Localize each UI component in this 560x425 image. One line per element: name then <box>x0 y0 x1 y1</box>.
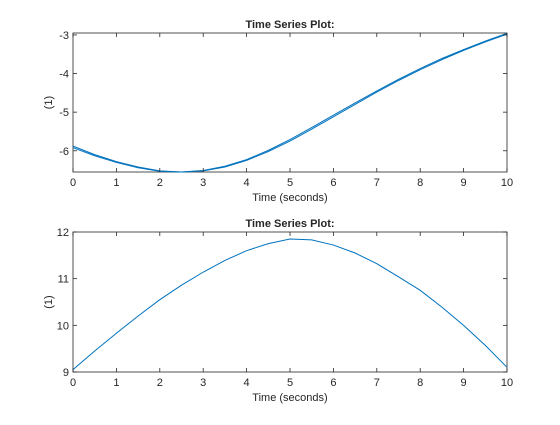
y-tick-label: 12 <box>57 227 69 239</box>
x-tick-label: 7 <box>374 377 380 389</box>
x-tick-label: 10 <box>501 377 513 389</box>
y-tick-label: 11 <box>58 274 69 286</box>
x-tick-label: 3 <box>200 377 206 389</box>
x-tick-label: 8 <box>417 177 423 189</box>
x-axis-label: Time (seconds) <box>252 392 327 404</box>
y-tick-label: -3 <box>59 30 69 42</box>
x-tick-label: 6 <box>330 177 336 189</box>
x-tick-label: 10 <box>501 177 513 189</box>
x-tick-label: 0 <box>70 377 76 389</box>
y-tick-label: 10 <box>57 320 69 332</box>
x-tick-label: 0 <box>70 177 76 189</box>
plot-area <box>72 231 508 373</box>
x-tick-label: 7 <box>374 177 380 189</box>
x-tick-label: 4 <box>244 177 250 189</box>
y-tick-label: 9 <box>63 367 69 379</box>
x-tick-label: 6 <box>330 377 336 389</box>
y-tick-label: -5 <box>59 107 69 119</box>
top-axes: 0 1 2 3 4 5 6 7 8 9 10 -6 -5 -4 -3 Time Series Plot: Tim… <box>43 19 513 204</box>
series-line-0 <box>72 33 508 173</box>
y-axis-label: (1) <box>43 295 55 308</box>
x-tick-label: 8 <box>417 377 423 389</box>
chart-title: Time Series Plot: <box>245 19 334 31</box>
y-tick-label: -6 <box>59 146 69 158</box>
y-tick-label: -4 <box>59 69 69 81</box>
series-line-1 <box>72 32 508 173</box>
x-tick-label: 9 <box>461 377 467 389</box>
plot-area <box>72 32 508 173</box>
x-tick-label: 5 <box>287 377 293 389</box>
x-tick-label: 2 <box>157 177 163 189</box>
x-axis-label: Time (seconds) <box>252 192 327 204</box>
x-tick-label: 9 <box>461 177 467 189</box>
y-axis-label: (1) <box>43 96 55 109</box>
x-tick-label: 4 <box>244 377 250 389</box>
x-tick-label: 5 <box>287 177 293 189</box>
chart-title: Time Series Plot: <box>245 218 334 230</box>
x-tick-label: 2 <box>157 377 163 389</box>
series-line-0 <box>72 238 508 371</box>
x-tick-label: 1 <box>113 377 119 389</box>
x-tick-label: 3 <box>200 177 206 189</box>
x-tick-label: 1 <box>113 177 119 189</box>
